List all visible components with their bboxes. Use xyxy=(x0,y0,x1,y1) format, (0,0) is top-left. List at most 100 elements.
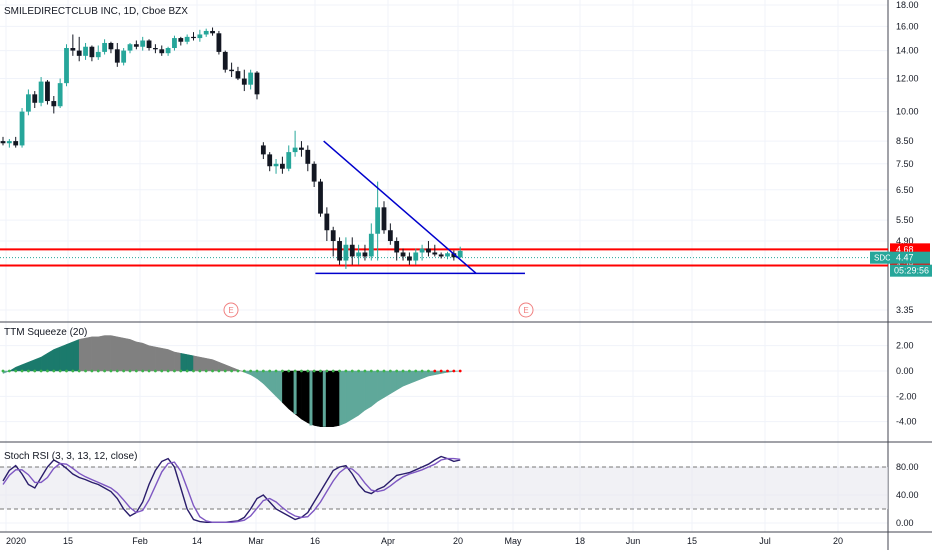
squeeze-dot xyxy=(90,369,94,373)
symbol-title: SMILEDIRECTCLUB INC, 1D, Cboe BZX xyxy=(4,6,188,17)
price-axis[interactable]: 18.00 16.00 14.00 12.00 10.00 8.50 7.50 6.50 5.5… xyxy=(896,0,919,528)
squeeze-segment xyxy=(40,352,48,372)
squeeze-tick-label: 0.00 xyxy=(896,366,914,376)
squeeze-segment xyxy=(180,352,188,372)
squeeze-dot xyxy=(236,369,240,373)
time-tick-label: Apr xyxy=(381,536,395,546)
time-tick-label: 16 xyxy=(310,536,320,546)
squeeze-dot xyxy=(242,369,246,373)
stoch-tick-label: 80.00 xyxy=(896,462,919,472)
squeeze-dot xyxy=(7,369,11,373)
squeeze-dot xyxy=(84,369,87,373)
price-tick-label: 16.00 xyxy=(896,21,919,31)
candle-down xyxy=(32,94,38,103)
squeeze-bar xyxy=(293,371,297,415)
squeeze-segment xyxy=(186,354,194,372)
candle-down xyxy=(114,49,120,63)
squeeze-dot xyxy=(369,369,373,373)
candle-down xyxy=(210,30,215,34)
squeeze-dot xyxy=(401,369,405,373)
descending-triangle-drawing[interactable] xyxy=(315,140,525,275)
price-tick-label: 14.00 xyxy=(896,46,919,56)
candle-up xyxy=(273,163,279,167)
current-price-tag-bg xyxy=(890,251,930,264)
squeeze-dot xyxy=(141,369,145,373)
candlestick-series xyxy=(0,27,463,269)
squeeze-dot xyxy=(173,369,176,373)
squeeze-segment xyxy=(72,338,80,372)
candle-down xyxy=(432,252,438,255)
candle-down xyxy=(394,241,400,253)
candle-up xyxy=(184,36,190,42)
countdown-tag-bg xyxy=(890,264,932,277)
squeeze-dot xyxy=(211,369,214,373)
squeeze-segment xyxy=(47,349,55,372)
time-tick-label: May xyxy=(504,536,522,546)
squeeze-dot xyxy=(103,369,106,373)
squeeze-dot xyxy=(249,369,253,373)
time-tick-label: Jul xyxy=(759,536,771,546)
squeeze-dot xyxy=(134,369,138,373)
current-price-tag: 4.47 xyxy=(896,253,914,263)
squeeze-dot xyxy=(427,369,430,373)
squeeze-dot xyxy=(147,369,151,373)
squeeze-dot xyxy=(446,369,449,373)
squeeze-histogram xyxy=(1,335,462,428)
squeeze-segment xyxy=(402,370,410,387)
squeeze-dot xyxy=(128,369,132,373)
candle-down xyxy=(349,244,355,257)
time-tick-label: 2020 xyxy=(6,536,26,546)
squeeze-segment xyxy=(282,370,289,410)
candle-up xyxy=(457,250,463,258)
squeeze-segment xyxy=(383,370,391,399)
candle-up xyxy=(83,46,88,56)
candle-down xyxy=(178,38,184,42)
squeeze-segment xyxy=(136,341,143,372)
squeeze-dot xyxy=(300,369,303,373)
squeeze-dot xyxy=(458,369,462,373)
candle-down xyxy=(400,252,406,257)
squeeze-segment xyxy=(421,370,429,379)
candle-down xyxy=(133,44,139,47)
squeeze-dot xyxy=(312,369,316,373)
candle-down xyxy=(438,254,444,257)
squeeze-dot xyxy=(433,369,437,373)
candle-up xyxy=(165,48,171,54)
price-tick-label: 18.00 xyxy=(896,0,919,10)
squeeze-dot xyxy=(255,369,259,373)
time-axis[interactable]: 2020 15 Feb 14 Mar 16 Apr 20 May 18 Jun 15 Jul 20 xyxy=(6,536,843,546)
countdown-tag: 05:29:56 xyxy=(894,266,929,276)
squeeze-segment xyxy=(364,370,372,411)
squeeze-dot xyxy=(1,369,5,373)
squeeze-segment xyxy=(275,370,283,404)
squeeze-dot xyxy=(414,369,418,373)
squeeze-segment xyxy=(409,370,416,385)
squeeze-dot xyxy=(382,369,386,373)
squeeze-segment xyxy=(53,346,61,372)
squeeze-segment xyxy=(339,370,347,426)
squeeze-dot xyxy=(65,369,68,373)
price-tick-label: 5.50 xyxy=(896,215,914,225)
squeeze-tick-label: -2.00 xyxy=(896,391,917,401)
candle-down xyxy=(299,147,304,150)
candle-down xyxy=(305,149,311,164)
candle-up xyxy=(197,34,203,39)
candle-down xyxy=(241,78,247,85)
squeeze-dot xyxy=(287,369,291,373)
candle-down xyxy=(407,256,412,261)
squeeze-dot xyxy=(58,369,62,373)
squeeze-dot xyxy=(46,369,49,373)
candle-up xyxy=(375,207,381,234)
squeeze-title: TTM Squeeze (20) xyxy=(4,327,88,338)
squeeze-segment xyxy=(212,359,220,372)
squeeze-segment xyxy=(377,370,385,402)
price-tick-label: 3.35 xyxy=(896,305,914,315)
squeeze-dot xyxy=(52,369,56,373)
earnings-marker xyxy=(518,302,534,318)
time-tick-label: 14 xyxy=(192,536,202,546)
